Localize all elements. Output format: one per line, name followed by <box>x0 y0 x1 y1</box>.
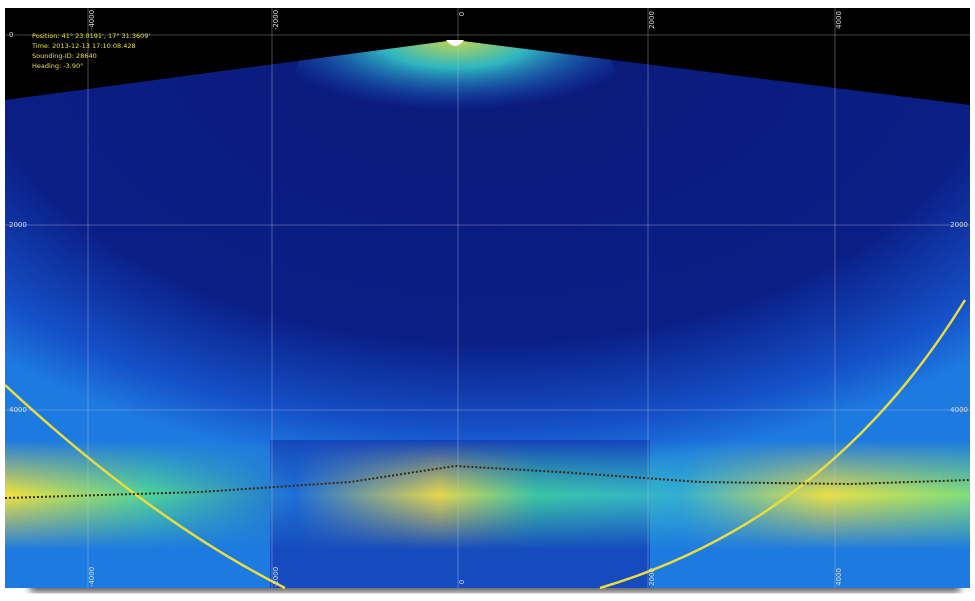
axis-labels: -4000 -2000 0 2000 4000 0 2000 4000 2000… <box>9 10 968 587</box>
bottom-label: 0 <box>458 580 466 584</box>
bottom-label: -2000 <box>272 567 280 587</box>
arc <box>599 299 967 590</box>
bottom-detect <box>4 464 971 499</box>
arc <box>4 384 286 590</box>
bottom-label: 2000 <box>648 568 656 586</box>
left-label: 4000 <box>9 406 27 414</box>
transducer <box>446 40 464 46</box>
seafloor-band <box>5 440 970 550</box>
grid <box>5 8 970 588</box>
right-label: 4000 <box>950 406 968 414</box>
top-label: 2000 <box>648 11 656 29</box>
right-label: 2000 <box>950 221 968 229</box>
bottom-label: 4000 <box>835 568 843 586</box>
top-label: 0 <box>458 12 466 16</box>
info-heading: Heading: -3.90° <box>32 62 83 70</box>
info-panel: Position: 41° 23.0191', 17° 31.3609' Tim… <box>31 32 150 70</box>
bottom-label: -4000 <box>88 567 96 587</box>
info-time: Time: 2013-12-13 17:10:08.428 <box>31 42 136 50</box>
top-label: 4000 <box>835 11 843 29</box>
top-label: -4000 <box>88 10 96 30</box>
left-label: 2000 <box>9 221 27 229</box>
info-position: Position: 41° 23.0191', 17° 31.3609' <box>32 32 150 40</box>
top-label: -2000 <box>272 10 280 30</box>
info-sounding: Sounding-ID: 28640 <box>32 52 97 60</box>
left-label: 0 <box>9 31 13 39</box>
blind-zone <box>5 8 970 105</box>
